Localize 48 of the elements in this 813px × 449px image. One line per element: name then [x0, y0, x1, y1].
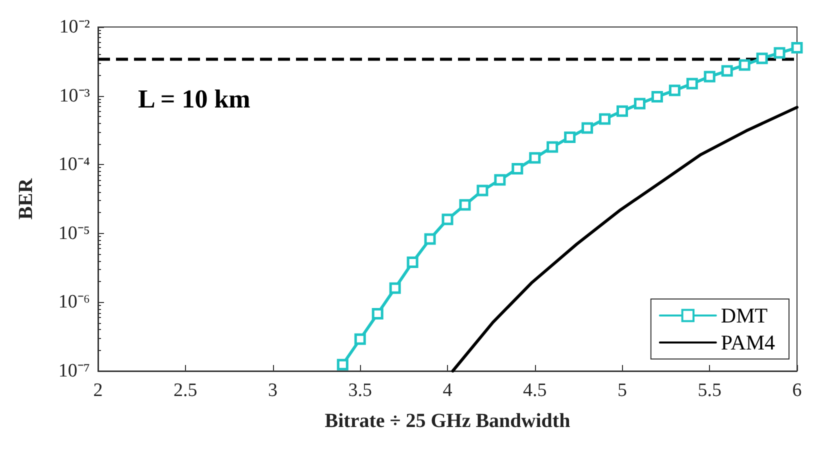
point [668, 84, 680, 96]
x-tick-label: 4.5 [523, 380, 547, 401]
point [424, 233, 436, 245]
point [354, 333, 366, 345]
point [738, 59, 750, 71]
point [599, 113, 611, 125]
point [634, 98, 646, 110]
x-axis-title: Bitrate ÷ 25 GHz Bandwidth [324, 410, 570, 432]
point [389, 282, 401, 294]
y-tick-label: 10⁻² [59, 16, 90, 38]
line-series [451, 106, 798, 372]
x-tick-label: 5.5 [698, 380, 722, 401]
point [774, 47, 786, 59]
point [442, 214, 454, 226]
point [582, 122, 594, 134]
annotation: L = 10 km [138, 84, 251, 114]
x-tick-label: 3 [268, 380, 278, 401]
x-tick-label: 3.5 [348, 380, 372, 401]
y-tick-label: 10⁻⁴ [58, 154, 90, 176]
point [686, 78, 698, 90]
y-tick-label: 10⁻⁵ [58, 222, 90, 244]
x-tick-label: 5 [618, 380, 627, 401]
legend-label: PAM4 [720, 330, 776, 354]
point [651, 90, 663, 102]
point [476, 184, 488, 196]
point [459, 199, 471, 211]
y-tick-label: 10⁻³ [59, 85, 90, 106]
point [336, 358, 348, 370]
point [372, 308, 384, 320]
point [756, 52, 768, 64]
point [791, 42, 803, 54]
point [529, 152, 541, 164]
point [512, 163, 524, 175]
y-tick-label: 10⁻⁷ [58, 360, 90, 382]
legend-label: DMT [720, 304, 768, 328]
point [564, 131, 576, 143]
x-tick-label: 6 [792, 380, 802, 401]
point [406, 256, 418, 268]
point [494, 174, 506, 186]
y-tick-label: 10⁻⁶ [58, 292, 90, 313]
x-tick-label: 2 [93, 380, 103, 401]
point [704, 70, 716, 82]
y-axis-title: BER [15, 178, 37, 220]
x-tick-label: 2.5 [174, 380, 198, 401]
point [546, 141, 558, 153]
point [721, 65, 733, 77]
x-tick-label: 4 [442, 380, 453, 401]
point [616, 105, 628, 117]
